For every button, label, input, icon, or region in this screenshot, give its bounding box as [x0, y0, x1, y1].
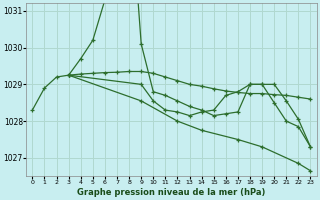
- X-axis label: Graphe pression niveau de la mer (hPa): Graphe pression niveau de la mer (hPa): [77, 188, 266, 197]
